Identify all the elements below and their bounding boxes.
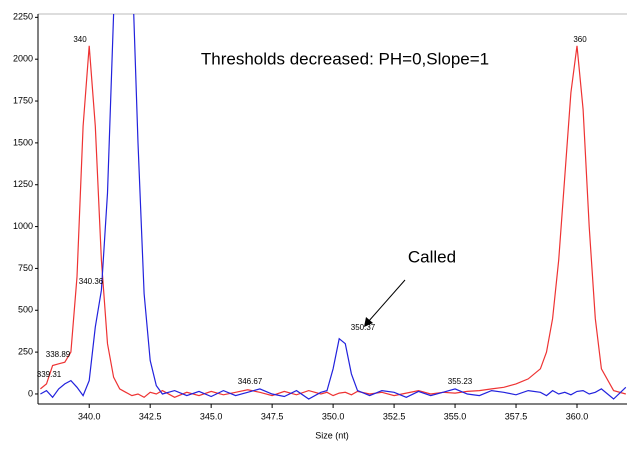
series-line: [40, 45, 626, 399]
arrow: [367, 279, 406, 323]
annotation: Called: [408, 247, 456, 266]
x-tick-label: 342.5: [139, 411, 162, 421]
series-line: [40, 14, 627, 400]
y-tick-label: 750: [18, 263, 33, 273]
y-tick-label: 500: [18, 305, 33, 315]
peak-label: 355.23: [448, 377, 473, 386]
y-tick-label: 2000: [13, 54, 33, 64]
x-tick-label: 355.0: [444, 411, 467, 421]
y-tick-label: 0: [28, 388, 33, 398]
peak-label: 338.89: [46, 350, 71, 359]
x-tick-label: 350.0: [322, 411, 345, 421]
x-tick-label: 352.5: [383, 411, 406, 421]
annotation: Thresholds decreased: PH=0,Slope=1: [201, 49, 489, 68]
peak-label: 339.31: [37, 370, 62, 379]
peak-label: 346.67: [238, 377, 263, 386]
arrow-head: [364, 317, 373, 327]
x-tick-label: 345.0: [200, 411, 223, 421]
y-tick-label: 1500: [13, 137, 33, 147]
x-tick-label: 360.0: [566, 411, 589, 421]
x-tick-label: 357.5: [505, 411, 528, 421]
peak-label: 340.36: [79, 277, 104, 286]
x-axis-label: Size (nt): [315, 430, 349, 440]
y-tick-label: 2250: [13, 12, 33, 22]
y-tick-label: 1750: [13, 95, 33, 105]
y-tick-label: 250: [18, 346, 33, 356]
y-tick-label: 1250: [13, 179, 33, 189]
x-tick-label: 340.0: [78, 411, 101, 421]
x-tick-label: 347.5: [261, 411, 284, 421]
peak-label: 360: [573, 35, 587, 44]
peak-label: 340: [73, 35, 87, 44]
peak-label: 350.37: [351, 323, 376, 332]
y-tick-label: 1000: [13, 221, 33, 231]
